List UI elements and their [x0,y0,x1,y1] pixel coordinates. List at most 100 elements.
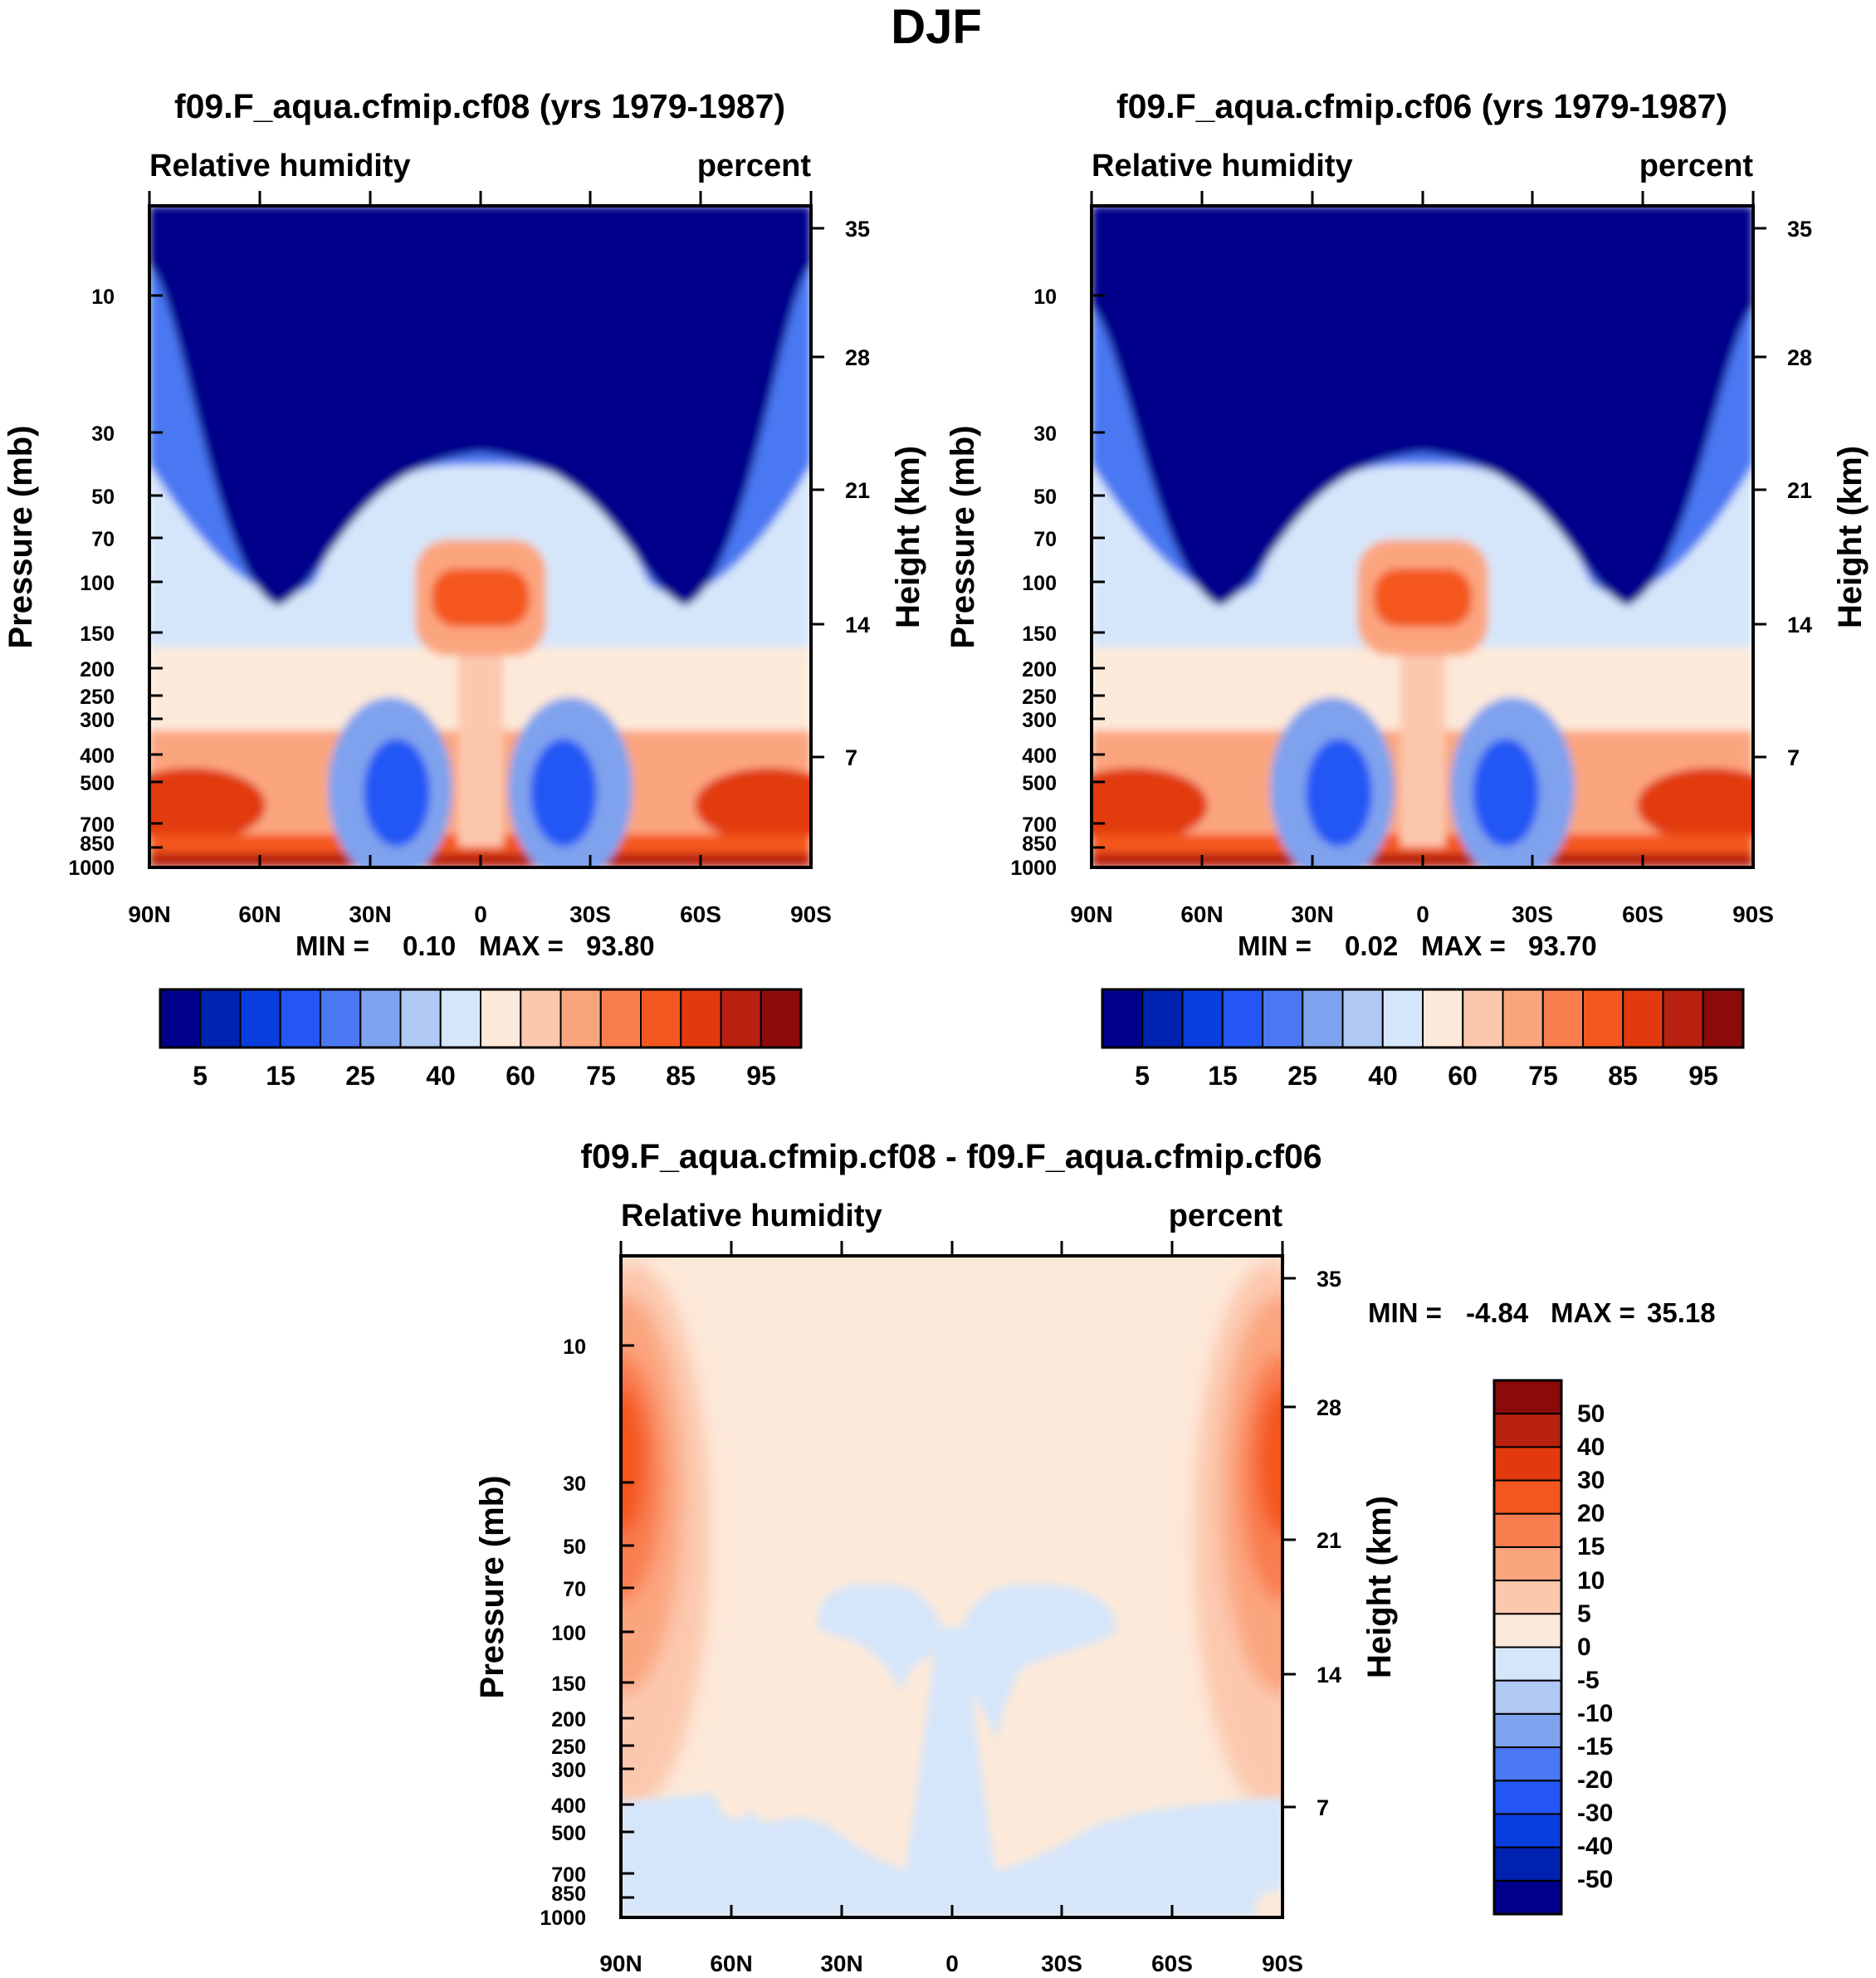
y-tick-label: 30 [1033,422,1057,446]
y-tick-label: 700 [80,813,115,837]
y-axis-title: Pressure (mb) [2,426,39,649]
height-tick-label: 7 [845,745,857,770]
colorbar-swatch [559,989,602,1048]
colorbar-label: 75 [586,1061,616,1091]
x-tick-label: 90S [1262,1951,1303,1976]
colorbar [1102,989,1744,1048]
colorbar-label: 40 [426,1061,456,1091]
max-value: 93.70 [1528,930,1597,961]
colorbar-swatch [1422,989,1464,1048]
colorbar-swatch [359,989,402,1048]
height-tick-label: 14 [845,613,870,637]
x-tick-label: 30S [1041,1951,1082,1976]
x-tick-labels: 90N 60N 30N 0 30S 60S 90S [1070,901,1774,927]
colorbar-swatch [1381,989,1424,1048]
y-tick-label: 1000 [1010,857,1057,880]
y-tick-label: 30 [563,1473,586,1496]
y-axis-title-right: Height (km) [890,446,926,628]
height-tick-label: 14 [1787,613,1812,637]
colorbar-swatch [1462,989,1504,1048]
y-axis-title: Pressure (mb) [945,426,981,649]
height-tick-label: 7 [1317,1795,1329,1820]
y-axis-title-right: Height (km) [1832,446,1869,628]
colorbar-swatch [1493,1813,1562,1849]
x-tick-labels: 90N 60N 30N 0 30S 60S 90S [128,901,832,927]
min-value: -4.84 [1466,1297,1529,1328]
colorbar-swatch [1493,1780,1562,1815]
colorbar-swatch [1502,989,1544,1048]
panel-cf08: f09.F_aqua.cfmip.cf08 (yrs 1979-1987) Re… [2,87,926,1091]
tropical-column [458,656,503,847]
y-tick-labels: 10 30 50 70 100 150 200 250 300 400 500 … [1010,286,1057,880]
y-tick-label: 200 [80,658,115,681]
colorbar-swatch [1493,1646,1562,1682]
colorbar-label: 85 [1608,1061,1638,1091]
y-tick-label: 100 [80,572,115,595]
colorbar-swatch [239,989,281,1048]
colorbar-label: 5 [1577,1600,1591,1628]
min-label: MIN = [296,930,369,961]
y-tick-label: 300 [1022,709,1057,732]
colorbar-swatch [1493,1746,1562,1782]
x-tick-label: 90S [1732,901,1774,927]
y-tick-label: 1000 [68,857,115,880]
height-ticks [1753,227,1766,759]
y-axis-title-right: Height (km) [1361,1496,1398,1678]
y-tick-label: 500 [1022,772,1057,795]
colorbar-swatch [1181,989,1224,1048]
colorbar-swatch [1341,989,1384,1048]
y-tick-label: 10 [563,1336,586,1359]
strat-dry-core [1092,206,1753,606]
colorbar-label: 60 [506,1061,535,1091]
max-label: MAX = [1551,1297,1635,1328]
colorbar-swatch [1493,1846,1562,1882]
x-tick-label: 30S [569,901,611,927]
max-left [1092,768,1208,842]
x-tick-label: 0 [1416,901,1429,927]
colorbar-swatch [1622,989,1664,1048]
y-tick-label: 150 [80,623,115,646]
x-tick-label: 30N [1291,901,1333,927]
tropical-tropopause-core [432,569,530,627]
y-tick-label: 250 [551,1736,586,1759]
y-tick-label: 10 [91,286,115,309]
y-tick-label: 200 [551,1708,586,1731]
y-tick-label: 300 [80,709,115,732]
max-right [695,768,811,842]
panel-difference: f09.F_aqua.cfmip.cf08 - f09.F_aqua.cfmip… [474,1137,1716,1976]
x-tick-label: 30N [820,1951,862,1976]
colorbar-swatch [320,989,362,1048]
colorbar-label: 75 [1528,1061,1558,1091]
colorbar [1493,1380,1562,1915]
y-tick-label: 250 [1022,686,1057,709]
x-tick-label: 60S [1151,1951,1193,1976]
y-tick-label: 400 [80,745,115,768]
subtropical-left-core [1306,739,1372,847]
colorbar-label: 40 [1577,1433,1605,1461]
y-tick-label: 150 [1022,623,1057,646]
units-label: percent [1169,1199,1283,1233]
x-tick-label: 60N [238,901,281,927]
colorbar-label: 15 [1577,1533,1605,1560]
x-tick-label: 30N [349,901,391,927]
y-tick-label: 70 [91,528,115,551]
colorbar-swatch [760,989,802,1048]
colorbar-label: -5 [1577,1667,1600,1694]
field-label: Relative humidity [621,1199,882,1233]
y-tick-label: 100 [551,1622,586,1645]
y-tick-label: 400 [1022,745,1057,768]
colorbar-swatch [1221,989,1263,1048]
height-tick-labels: 35 28 21 14 7 [1317,1267,1341,1820]
colorbar-label: 5 [1135,1061,1150,1091]
colorbar-label: -30 [1577,1800,1613,1827]
colorbar-label: 15 [266,1061,296,1091]
negative-lower-trop [621,1793,1282,1917]
colorbar-label: 0 [1577,1634,1591,1661]
y-tick-label: 1000 [540,1907,586,1930]
contour-fill [621,1256,1282,1917]
panel-title: f09.F_aqua.cfmip.cf06 (yrs 1979-1987) [1116,87,1727,125]
colorbar-swatch [159,989,202,1048]
strat-dry-core [149,206,811,606]
colorbar-labels: 50 40 30 20 15 10 5 0 -5 -10 -15 -20 -30… [1577,1400,1613,1893]
y-tick-labels: 10 30 50 70 100 150 200 250 300 400 500 … [68,286,115,880]
